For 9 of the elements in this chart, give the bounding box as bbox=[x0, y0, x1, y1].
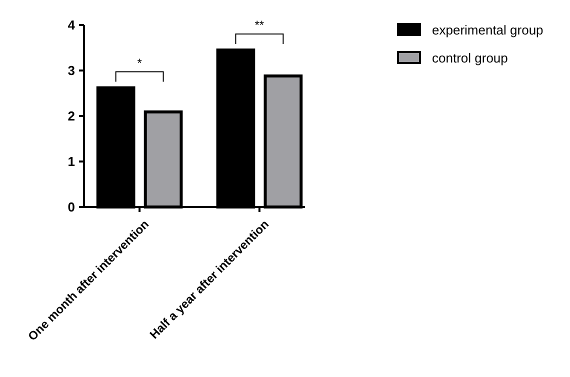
y-tick-label: 3 bbox=[68, 63, 75, 78]
y-tick-label: 1 bbox=[68, 154, 75, 170]
annotation: * bbox=[137, 56, 142, 70]
y-tick-label: 2 bbox=[68, 108, 75, 124]
y-tick-label: 0 bbox=[68, 200, 75, 215]
legend-label: control group bbox=[432, 50, 508, 66]
legend-label: experimental group bbox=[432, 22, 544, 38]
annotation: ** bbox=[254, 18, 264, 32]
y-tick-label: 4 bbox=[68, 18, 76, 33]
